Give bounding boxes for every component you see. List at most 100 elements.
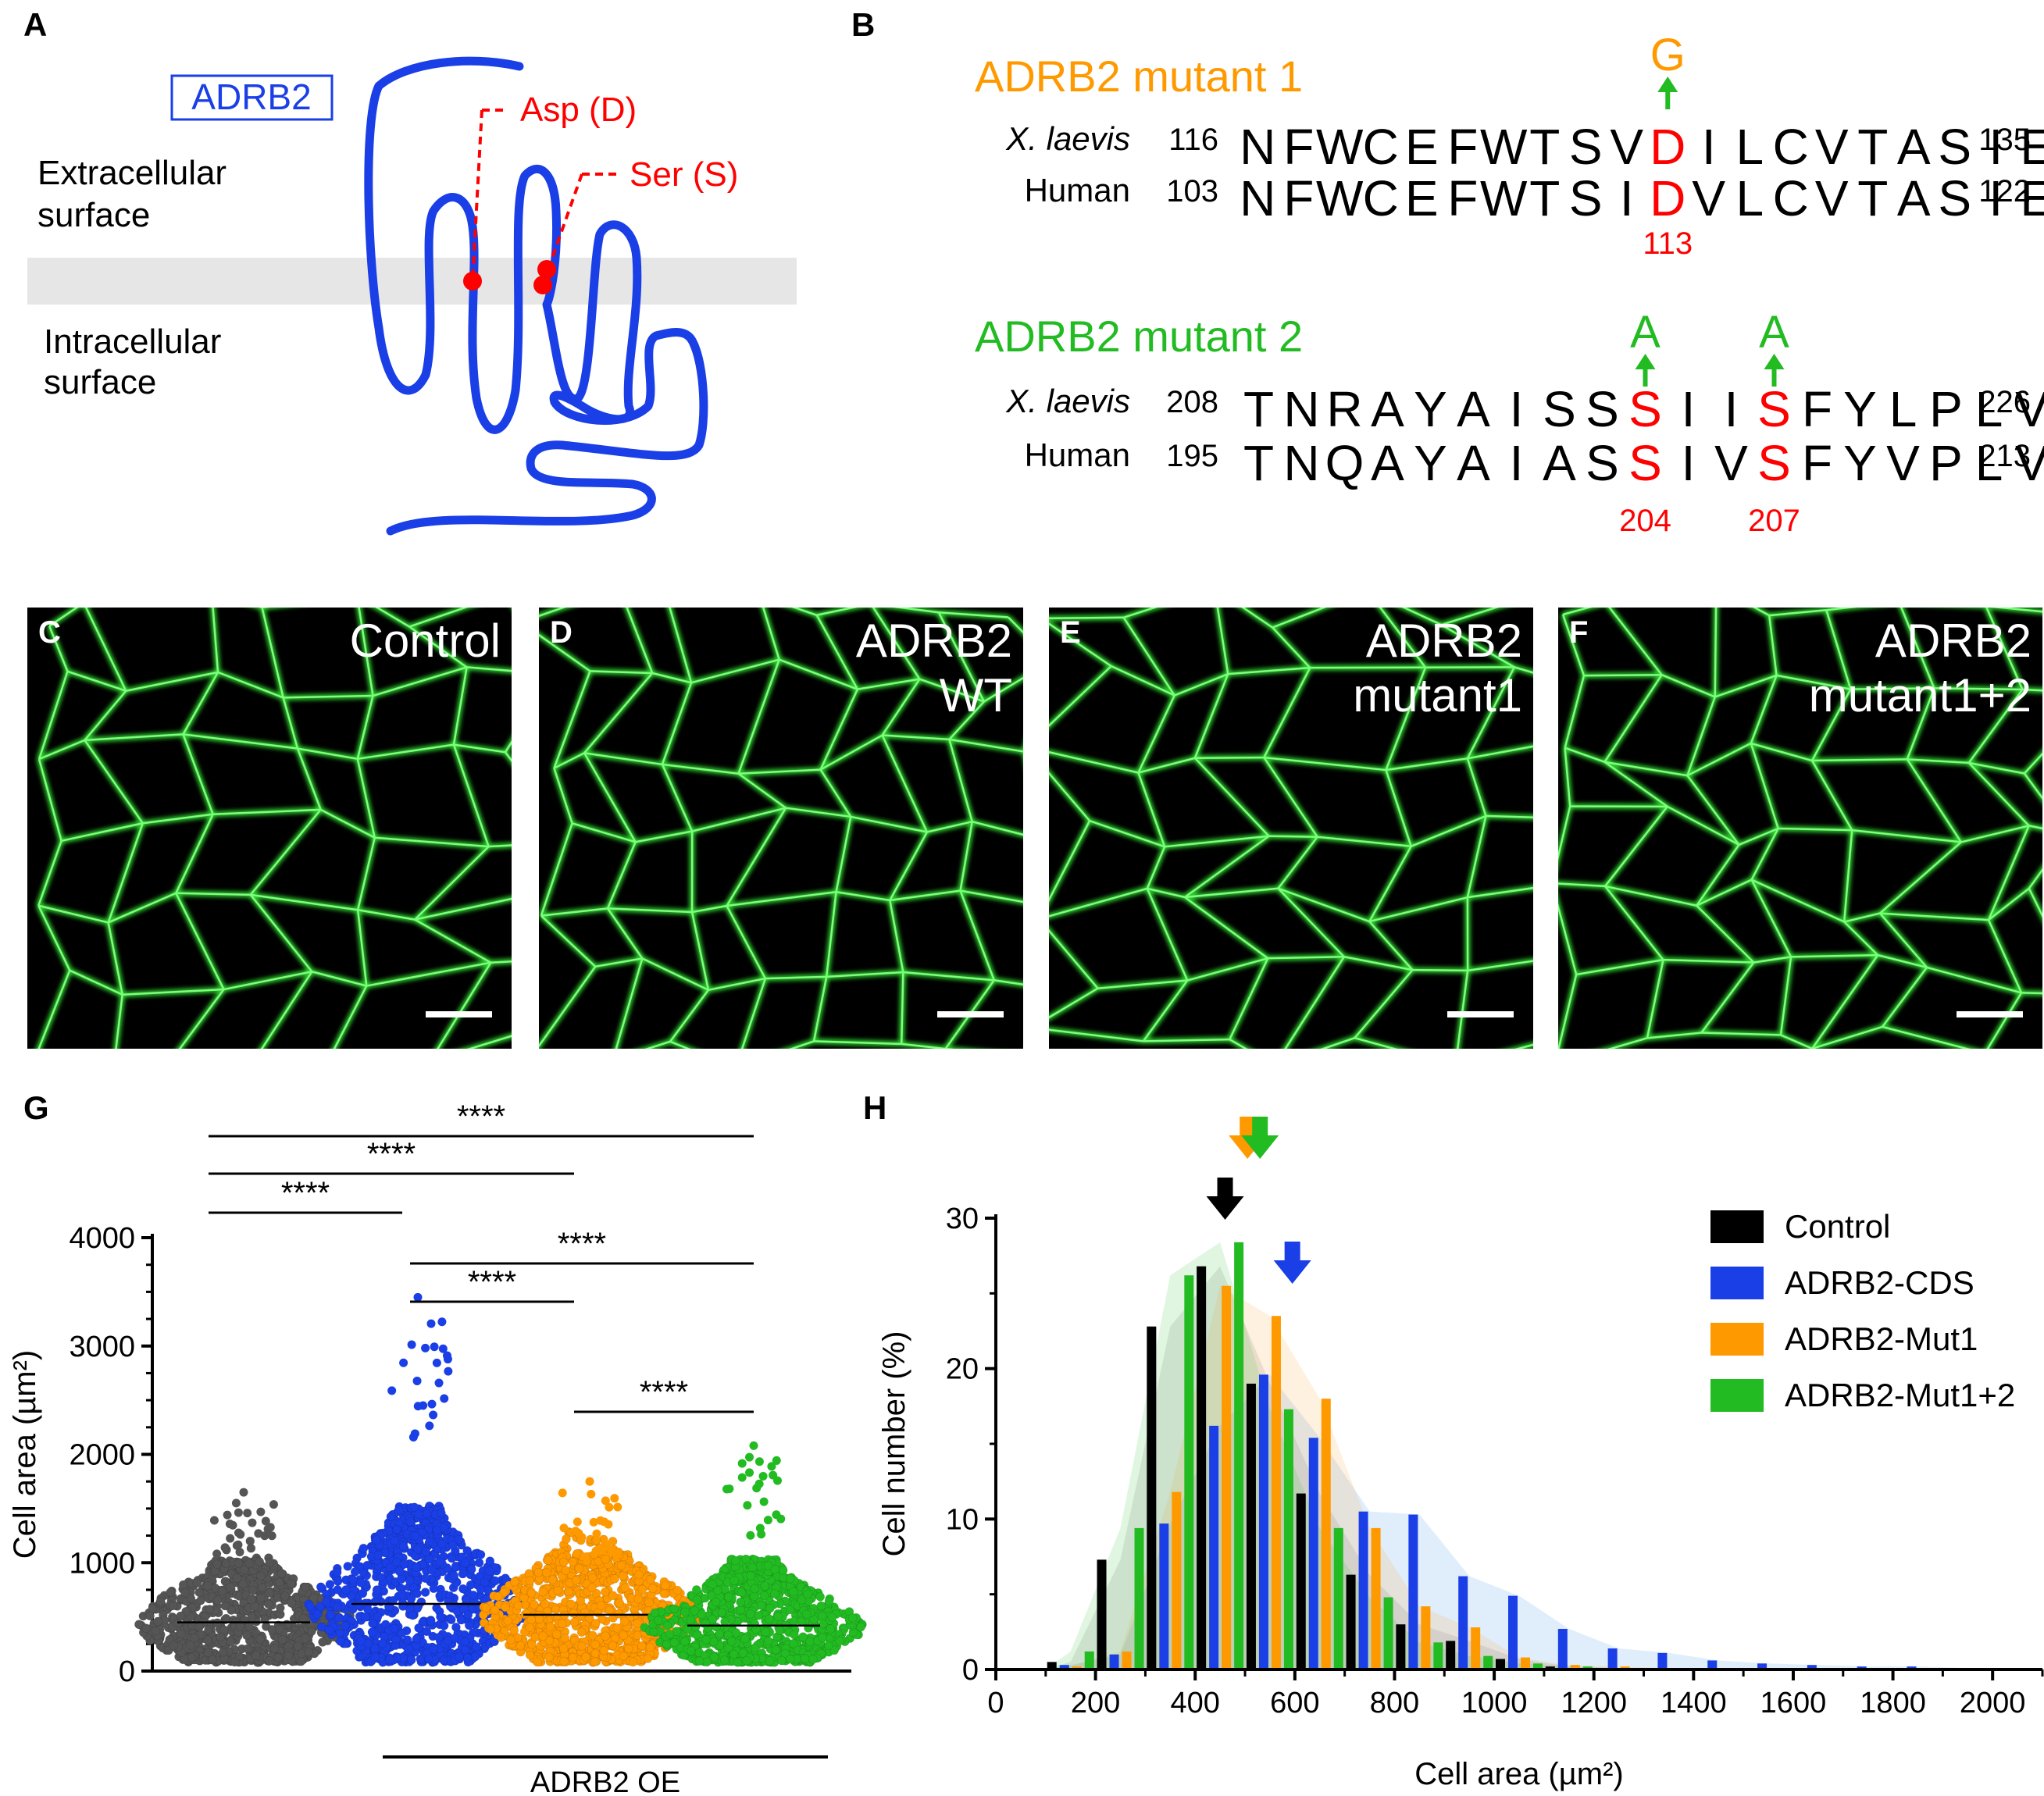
panel-label-e: E bbox=[1060, 615, 1081, 650]
data-point bbox=[226, 1534, 235, 1543]
protein-backbone bbox=[364, 56, 708, 536]
histogram-bar bbox=[1059, 1665, 1069, 1669]
data-point bbox=[538, 1587, 548, 1597]
data-point bbox=[466, 1564, 476, 1574]
y-tick-label: 0 bbox=[119, 1655, 135, 1688]
data-point bbox=[750, 1584, 760, 1594]
data-point bbox=[644, 1598, 654, 1608]
significance-stars: **** bbox=[367, 1137, 416, 1171]
data-point bbox=[680, 1607, 690, 1617]
x-tick-label: 800 bbox=[1370, 1687, 1419, 1719]
extracellular-label-line2: surface bbox=[37, 196, 150, 234]
distribution-area bbox=[1045, 1374, 2042, 1669]
data-point bbox=[686, 1615, 696, 1625]
x-tick-label: 600 bbox=[1270, 1687, 1319, 1719]
data-point bbox=[256, 1593, 266, 1603]
data-point bbox=[243, 1644, 253, 1654]
data-point bbox=[729, 1649, 739, 1659]
data-point bbox=[429, 1584, 439, 1594]
data-point bbox=[619, 1571, 628, 1580]
residue: S bbox=[1543, 381, 1576, 437]
data-point bbox=[694, 1656, 705, 1666]
data-point bbox=[216, 1632, 225, 1642]
data-point bbox=[273, 1652, 284, 1662]
data-point bbox=[637, 1584, 647, 1595]
data-point bbox=[386, 1512, 396, 1522]
data-point bbox=[276, 1569, 287, 1578]
residue: V bbox=[1886, 435, 1920, 491]
data-point bbox=[134, 1620, 144, 1630]
up-arrow-icon bbox=[1764, 354, 1785, 369]
data-point bbox=[372, 1535, 381, 1545]
data-point bbox=[573, 1517, 582, 1527]
residue: T bbox=[1857, 119, 1888, 175]
legend-swatch bbox=[1710, 1210, 1764, 1243]
data-point bbox=[590, 1648, 601, 1659]
data-point bbox=[526, 1615, 537, 1625]
data-point bbox=[680, 1637, 690, 1646]
data-point bbox=[709, 1652, 719, 1662]
data-point bbox=[202, 1581, 212, 1591]
data-point bbox=[421, 1343, 430, 1352]
data-point bbox=[633, 1619, 642, 1628]
data-point bbox=[661, 1580, 670, 1591]
data-point bbox=[333, 1585, 343, 1595]
data-point bbox=[742, 1655, 751, 1666]
data-point bbox=[711, 1597, 721, 1607]
data-point bbox=[826, 1624, 836, 1634]
histogram-bar bbox=[1657, 1652, 1668, 1669]
data-point bbox=[619, 1616, 630, 1627]
data-point bbox=[325, 1580, 335, 1589]
histogram-bar bbox=[1483, 1655, 1493, 1669]
data-point bbox=[769, 1470, 778, 1480]
data-point bbox=[410, 1531, 420, 1541]
data-point bbox=[287, 1579, 296, 1588]
data-point bbox=[777, 1655, 787, 1666]
residue: F bbox=[1447, 119, 1478, 175]
histogram-bar bbox=[1283, 1409, 1293, 1669]
data-point bbox=[260, 1614, 269, 1624]
data-point bbox=[729, 1576, 739, 1585]
legend-swatch bbox=[1710, 1323, 1764, 1356]
data-point bbox=[576, 1627, 587, 1637]
data-point bbox=[648, 1627, 658, 1637]
condition-label-line: ADRB2 bbox=[1365, 615, 1522, 667]
residue: Y bbox=[1414, 435, 1447, 491]
data-point bbox=[269, 1500, 278, 1509]
data-point bbox=[486, 1624, 495, 1634]
data-point bbox=[501, 1602, 510, 1612]
ser-label: Ser (S) bbox=[630, 155, 738, 194]
residue: S bbox=[1757, 435, 1791, 491]
histogram-bar bbox=[1570, 1665, 1580, 1669]
data-point bbox=[662, 1620, 672, 1630]
data-point bbox=[203, 1648, 213, 1658]
residue: V bbox=[1815, 119, 1849, 175]
data-point bbox=[376, 1573, 386, 1582]
data-point bbox=[448, 1541, 458, 1550]
data-point bbox=[178, 1580, 188, 1590]
data-point bbox=[692, 1585, 701, 1595]
membrane-band bbox=[27, 258, 797, 305]
data-point bbox=[469, 1590, 478, 1600]
data-point bbox=[176, 1611, 185, 1621]
data-point bbox=[372, 1585, 382, 1595]
data-point bbox=[343, 1562, 353, 1571]
data-point bbox=[623, 1644, 633, 1654]
residue: S bbox=[1628, 435, 1662, 491]
panel-label-g: G bbox=[23, 1089, 49, 1126]
cell-membrane-core bbox=[1049, 608, 1533, 1049]
data-point bbox=[510, 1577, 519, 1587]
data-point bbox=[419, 1401, 428, 1410]
data-point bbox=[650, 1608, 660, 1618]
residue: D bbox=[1650, 170, 1685, 226]
residue: S bbox=[1628, 381, 1662, 437]
data-point bbox=[633, 1594, 644, 1604]
data-point bbox=[771, 1645, 781, 1655]
data-point bbox=[737, 1473, 747, 1482]
dot-cloud-1 bbox=[304, 1292, 531, 1667]
data-point bbox=[818, 1619, 828, 1629]
mutant-title: ADRB2 mutant 1 bbox=[975, 52, 1303, 101]
data-point bbox=[245, 1536, 255, 1546]
seq-end: 226 bbox=[1978, 385, 2031, 419]
